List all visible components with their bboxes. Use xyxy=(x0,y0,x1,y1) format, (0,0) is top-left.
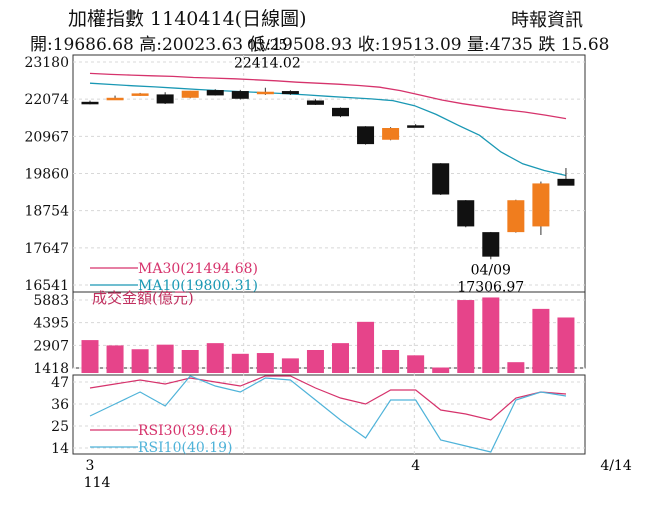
candle-body xyxy=(507,200,525,233)
volume-bar xyxy=(256,353,274,373)
volume-axis-tick-label: 4395 xyxy=(33,316,69,332)
candle-body xyxy=(357,126,375,145)
candle-body xyxy=(482,232,500,257)
volume-bar xyxy=(206,343,224,373)
volume-bar xyxy=(482,297,500,373)
rsi10-line xyxy=(89,375,567,453)
volume-axis-tick-label: 2907 xyxy=(33,338,69,354)
price-axis-tick-label: 19860 xyxy=(24,167,69,183)
price-axis-tick-label: 23180 xyxy=(24,55,69,71)
rsi-axis-tick-label: 47 xyxy=(51,375,69,391)
volume-bar xyxy=(281,358,299,373)
candle-body xyxy=(306,100,324,105)
candle-body xyxy=(532,183,550,227)
candle-body xyxy=(382,128,400,140)
chart-title: 加權指數 1140414(日線圖) xyxy=(68,8,307,30)
source-label: 時報資訊 xyxy=(511,10,583,31)
candle-body xyxy=(206,90,224,96)
candle-body xyxy=(256,91,274,95)
volume-bar xyxy=(131,349,149,373)
price-axis-tick-label: 18754 xyxy=(24,204,69,220)
volume-bar xyxy=(432,367,450,373)
x-tick-label: 4/14 xyxy=(600,458,632,474)
price-axis-tick-label: 17647 xyxy=(24,241,69,257)
candle-body xyxy=(181,90,199,98)
candle-body xyxy=(281,91,299,95)
x-tick-label: 3 xyxy=(86,458,95,474)
candle-body xyxy=(407,125,425,128)
candle-body xyxy=(432,163,450,195)
low-value-label: 17306.97 xyxy=(457,279,524,295)
rsi-frame xyxy=(72,374,586,455)
volume-bar xyxy=(557,317,575,373)
volume-bar xyxy=(231,353,249,373)
candle-body xyxy=(81,101,99,105)
rsi-axis-tick-label: 36 xyxy=(51,397,69,413)
price-axis-tick-label: 22074 xyxy=(24,92,69,108)
volume-bar xyxy=(332,343,349,373)
candle-body xyxy=(156,94,174,104)
volume-bar xyxy=(457,300,475,373)
volume-bar xyxy=(507,362,525,373)
ma10-line xyxy=(89,82,567,177)
candle-body xyxy=(131,93,149,96)
rsi-legend-label: RSI30(39.64) xyxy=(138,423,232,439)
volume-bar xyxy=(81,340,99,373)
volume-bar xyxy=(532,308,550,373)
price-axis-tick-label: 20967 xyxy=(24,129,69,145)
high-date-label: 03/25 xyxy=(247,38,287,54)
volume-bar xyxy=(407,355,425,373)
price-legend-label: MA10(19800.31) xyxy=(138,278,258,294)
candle-body xyxy=(231,91,249,99)
volume-bar xyxy=(382,349,400,373)
x-tick-label: 4 xyxy=(411,458,420,474)
candle-body xyxy=(457,200,475,227)
x-tick-sublabel: 114 xyxy=(84,475,111,491)
rsi30-line xyxy=(89,375,567,421)
candle-body xyxy=(106,97,124,101)
volume-bar xyxy=(106,345,124,373)
candle-body xyxy=(332,107,349,117)
price-legend-label: MA30(21494.68) xyxy=(138,261,258,277)
rsi-axis-tick-label: 25 xyxy=(51,419,69,435)
high-value-label: 22414.02 xyxy=(234,56,301,72)
volume-bar xyxy=(357,321,375,373)
rsi-axis-tick-label: 14 xyxy=(51,441,69,457)
volume-axis-tick-label: 5883 xyxy=(33,293,69,309)
price-axis-tick-label: 16541 xyxy=(24,278,69,294)
rsi-legend-label: RSI10(40.19) xyxy=(138,440,232,456)
volume-axis-tick-label: 1418 xyxy=(33,361,69,377)
price-volume-frame xyxy=(72,54,586,369)
ohlc-stats: 開:19686.68 高:20023.63 低:19508.93 收:19513… xyxy=(30,35,610,55)
ma30-line xyxy=(89,72,567,120)
volume-bar xyxy=(181,349,199,373)
volume-panel-title: 成交金額(億元) xyxy=(92,289,194,307)
volume-bar xyxy=(306,349,324,373)
volume-bar xyxy=(156,344,174,373)
candle-body xyxy=(557,178,575,186)
low-date-label: 04/09 xyxy=(471,262,511,278)
